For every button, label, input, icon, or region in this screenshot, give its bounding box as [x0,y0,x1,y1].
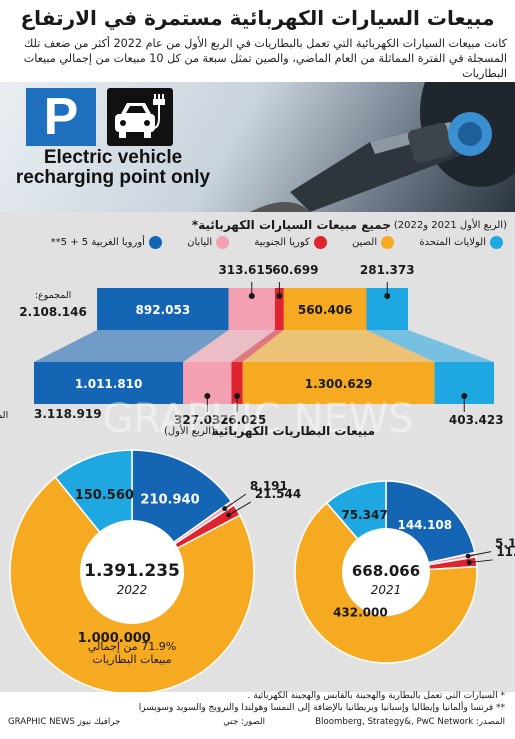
callout-dot [461,393,468,399]
bar-chart-title: جميع مبيعات السيارات الكهربائية* [191,218,391,232]
legend-swatch [490,236,503,249]
bar-value-label: 560.406 [298,303,353,317]
bar-segment [231,362,243,404]
bar-segment [274,288,284,330]
legend-label: الصين [351,237,378,248]
pie-value-callout: 8.191 [250,479,288,493]
donut-total: 1.391.235 [84,561,180,581]
bar-value-callout: 281.373 [360,263,415,277]
bar-value-label: 892.053 [136,303,191,317]
legend-item-south-korea: كوريا الجنوبية [254,236,327,249]
pie-value-label: 144.108 [397,518,452,532]
brand-credit: جرافيك نيوز GRAPHIC NEWS [8,717,121,727]
ev-sign-text: Electric vehicle recharging point only [15,147,211,188]
donut-year: 2021 [371,583,402,597]
pie-callout-dot [465,553,471,559]
source-credit: المصدر: Bloomberg, Strategy&, PwC Networ… [315,717,505,727]
bar-segment [97,288,229,330]
bar-value-callout: 403.423 [449,413,504,427]
legend-swatch [313,236,327,249]
bar-connector-band [366,330,494,362]
headline: مبيعات السيارات الكهربائية مستمرة في الا… [20,6,495,30]
pie-value-label: 1.000.000 [78,631,151,646]
pie-value-callout: 11.435 [496,545,515,559]
legend-swatch [381,236,395,249]
legend-item-us: الولايات المتحدة [419,236,503,249]
callout-dot [248,293,255,299]
legend-label: كوريا الجنوبية [254,237,310,248]
footer [0,692,515,739]
bar-total-value: 3.118.919 [34,407,102,421]
callout-dot [204,393,211,399]
legend-item-china: الصين [351,236,395,249]
legend-item-western-europe: أوروبا الغربية 5 + 5** [51,236,162,249]
pie-value-label: 210.940 [140,492,199,507]
bar-connector-band [242,330,435,362]
pie-charts-subtitle: (الربع الأول) [163,426,215,437]
bar-segment [283,288,367,330]
legend-label: اليابان [187,237,213,248]
ev-charging-sign-icon [107,88,173,146]
pie-value-callout: 5.176 [495,537,515,551]
legend: الولايات المتحدة الصين كوريا الجنوبية ال… [29,236,503,250]
bar-segment [34,362,184,404]
pie-callout-line [469,559,493,564]
pie-callout-line [228,501,252,516]
photo-credit: الصور: جتي [223,717,265,727]
pie-callout-line [468,551,492,557]
pie-callout-line [224,493,247,510]
callout-dot [276,293,283,299]
pie-value-callout: 21.544 [255,487,301,501]
legend-item-japan: اليابان [187,236,230,249]
legend-swatch [148,236,162,249]
legend-label: أوروبا الغربية 5 + 5** [50,237,145,248]
pie-value-label: 75.347 [341,508,387,522]
bar-connector-band [34,330,229,362]
bar-chart-subtitle: (الربع الأول 2021 و2022) [393,220,507,231]
pie-charts-title: مبيعات البطاريات الكهربائية [211,424,375,438]
total-label: المجموع: [35,290,71,301]
footnote-1: * السيارات التي تعمل بالبطارية والهجينة … [247,691,505,701]
bar-connector-band [183,330,275,362]
pie-callout-dot [222,506,228,512]
bar-value-callout: 313.615 [218,263,273,277]
pie-value-label: 150.560 [75,488,134,503]
total-label: المجموع: [0,410,8,421]
bar-value-label: 1.011.810 [75,377,143,391]
intro-text: كانت مبيعات السيارات الكهربائية التي تعم… [23,37,507,80]
bar-value-callout: 327.032 [174,413,229,427]
donut-hole [342,528,430,616]
pie-annotation: 71.9% من إجمالي مبيعات البطاريات [88,640,176,666]
bar-segment [242,362,435,404]
pie-callout-dot [466,560,472,566]
bar-value-callout: 60.699 [272,263,318,277]
footnote-2: ** فرنسا وألمانيا وإيطاليا وإسبانيا وبري… [138,703,505,713]
parking-sign: P [26,88,96,146]
legend-swatch [216,236,230,249]
callout-dot [384,293,391,299]
watermark: GRAPHIC NEWS [102,396,413,442]
bar-connector-band [231,330,284,362]
bar-value-label: 1.300.629 [305,377,373,391]
callout-dot [234,393,241,399]
ev-charging-photo: P Electric vehicle recharging point only [0,82,515,212]
donut-hole [80,520,184,624]
donut-year: 2022 [117,583,148,597]
bar-total-value: 2.108.146 [19,305,87,319]
pie-value-label: 432.000 [333,605,388,619]
bar-value-callout: 76.025 [220,413,266,427]
legend-label: الولايات المتحدة [419,237,486,248]
charger-plug-image [250,82,515,212]
donut-total: 668.066 [352,562,420,580]
pie-callout-dot [226,512,232,518]
